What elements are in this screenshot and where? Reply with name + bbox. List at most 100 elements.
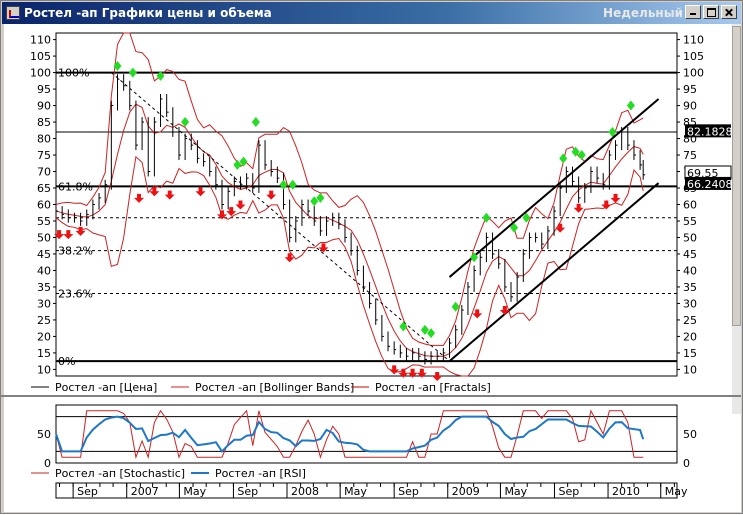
time-tick-label: 2010 <box>612 485 640 498</box>
osc-legend-label: Ростел -ап [RSI] <box>215 467 306 480</box>
y-tick-label-left: 85 <box>37 116 51 129</box>
y-tick-label-left: 50 <box>37 231 51 244</box>
y-tick-label-left: 55 <box>37 215 51 228</box>
fractal-up-marker <box>571 146 580 157</box>
fibonacci-level-label: 0% <box>58 355 75 368</box>
osc-y-tick-label-left: 0 <box>44 457 51 470</box>
y-tick-label-left: 70 <box>37 166 51 179</box>
y-tick-label-left: 25 <box>37 314 51 327</box>
fractal-up-marker <box>482 212 491 223</box>
fractal-up-marker <box>399 321 408 332</box>
fractal-up-marker <box>233 159 242 170</box>
y-tick-label-right: 15 <box>683 347 697 360</box>
fractal-down-marker <box>284 253 295 263</box>
y-tick-label-right: 20 <box>683 330 697 343</box>
y-tick-label-right: 35 <box>683 281 697 294</box>
fractal-up-marker <box>316 192 325 203</box>
bollinger-upper-band <box>55 32 644 346</box>
dashed-trend-line <box>111 72 450 362</box>
y-tick-label-right: 60 <box>683 199 697 212</box>
fibonacci-level-label: 100% <box>58 67 89 80</box>
fractal-down-marker <box>217 210 228 220</box>
y-tick-label-left: 65 <box>37 182 51 195</box>
stochastic-line <box>55 409 644 460</box>
fractal-down-marker <box>472 309 483 319</box>
y-tick-label-right: 55 <box>683 215 697 228</box>
fractal-down-marker <box>416 368 427 378</box>
fractal-down-marker <box>134 193 145 203</box>
y-tick-label-right: 110 <box>683 34 704 47</box>
time-tick-label: Sep <box>77 485 98 498</box>
fractal-down-marker <box>149 187 160 197</box>
time-tick-label: May <box>665 485 688 498</box>
y-tick-label-left: 35 <box>37 281 51 294</box>
time-tick-label: May <box>344 485 367 498</box>
y-tick-label-right: 105 <box>683 50 704 63</box>
y-tick-label-left: 20 <box>37 330 51 343</box>
left-frame <box>1 24 4 512</box>
fractal-down-marker <box>195 187 206 197</box>
trend-channel-line <box>448 98 660 278</box>
price-label: 69.55 <box>687 167 719 180</box>
title-bar[interactable]: Ростел -ап Графики цены и объема Недельн… <box>2 2 741 24</box>
fractal-down-marker <box>63 230 74 240</box>
y-tick-label-left: 60 <box>37 199 51 212</box>
y-tick-label-left: 45 <box>37 248 51 261</box>
fractal-down-marker <box>610 193 621 203</box>
osc-y-tick-label-left: 50 <box>37 428 51 441</box>
y-tick-label-right: 25 <box>683 314 697 327</box>
fractal-down-marker <box>573 203 584 213</box>
price-plot-area <box>55 32 678 377</box>
price-series <box>55 74 646 365</box>
close-button[interactable] <box>721 5 737 19</box>
fractal-down-marker <box>389 365 400 375</box>
fractal-up-marker <box>156 70 165 81</box>
y-tick-label-right: 50 <box>683 231 697 244</box>
osc-legend-label: Ростел -ап [Stochastic] <box>55 467 185 480</box>
fibonacci-level-label: 23.6% <box>58 288 93 301</box>
price-label: 66.2408 <box>687 178 733 191</box>
y-tick-label-left: 10 <box>37 363 51 376</box>
fractal-up-marker <box>559 153 568 164</box>
y-tick-label-left: 30 <box>37 297 51 310</box>
fractal-up-marker <box>451 301 460 312</box>
price-label: 82.1828 <box>687 125 733 138</box>
y-tick-label-left: 15 <box>37 347 51 360</box>
time-tick-label: 2008 <box>291 485 319 498</box>
fractal-up-marker <box>522 212 531 223</box>
time-tick-label: May <box>504 485 527 498</box>
price-label-bg <box>685 176 731 190</box>
fractal-up-marker <box>470 252 479 263</box>
legend-label: Ростел -ап [Fractals] <box>375 381 491 394</box>
y-tick-label-left: 80 <box>37 133 51 146</box>
scrollbar-thumb[interactable] <box>732 26 741 326</box>
y-tick-label-left: 75 <box>37 149 51 162</box>
maximize-button[interactable] <box>703 5 719 19</box>
fractal-up-marker <box>626 100 635 111</box>
y-tick-label-right: 90 <box>683 100 697 113</box>
fractal-down-marker <box>164 190 175 200</box>
y-tick-label-left: 95 <box>37 83 51 96</box>
window-title: Ростел -ап Графики цены и объема <box>24 6 272 20</box>
fractal-down-marker <box>235 200 246 210</box>
y-tick-label-right: 30 <box>683 297 697 310</box>
fractal-down-marker <box>555 223 566 233</box>
y-tick-label-right: 45 <box>683 248 697 261</box>
rsi-line <box>55 415 645 453</box>
time-tick-label: 2007 <box>131 485 159 498</box>
price-label-bg <box>685 124 731 138</box>
minimize-button[interactable] <box>685 5 701 19</box>
fractal-up-marker <box>420 324 429 335</box>
fractal-down-marker <box>318 243 329 253</box>
legend-label: Ростел -ап [Цена] <box>55 381 157 394</box>
fractal-down-marker <box>266 190 277 200</box>
legend-label: Ростел -ап [Bollinger Bands] <box>195 381 354 394</box>
vertical-scrollbar[interactable] <box>732 24 741 414</box>
y-tick-label-left: 100 <box>30 67 51 80</box>
fractal-up-marker <box>181 117 190 128</box>
y-tick-label-right: 40 <box>683 264 697 277</box>
y-tick-label-left: 40 <box>37 264 51 277</box>
y-tick-label-left: 105 <box>30 50 51 63</box>
